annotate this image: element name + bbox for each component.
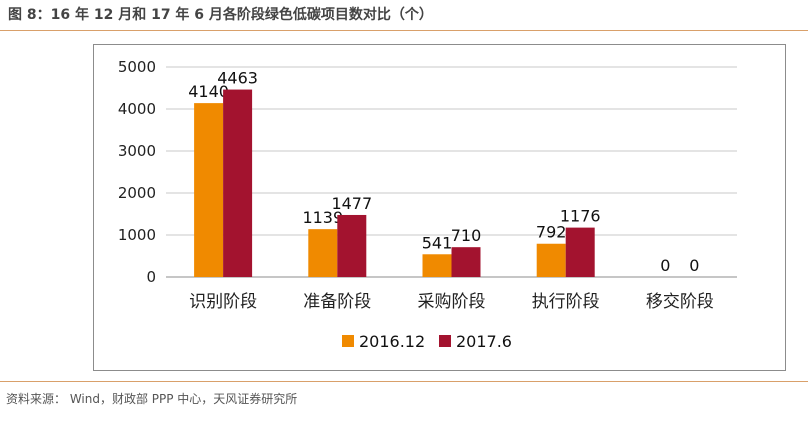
data-label: 0	[660, 256, 670, 275]
x-category-label: 准备阶段	[303, 292, 371, 312]
top-divider	[0, 30, 808, 31]
data-label: 1139	[302, 208, 343, 227]
x-category-label: 执行阶段	[532, 292, 600, 312]
source-note: 资料来源： Wind，财政部 PPP 中心，天风证券研究所	[6, 392, 298, 406]
data-label: 710	[451, 226, 482, 245]
data-label: 1477	[331, 194, 372, 213]
legend-label: 2017.6	[456, 332, 512, 351]
y-tick-label: 5000	[118, 58, 156, 76]
bottom-divider	[0, 381, 808, 382]
x-category-label: 识别阶段	[189, 292, 257, 312]
bar	[451, 247, 481, 277]
bar	[308, 229, 338, 277]
y-tick-label: 0	[146, 268, 156, 286]
bar	[536, 243, 566, 277]
bar	[422, 254, 452, 277]
bar	[194, 103, 224, 277]
legend-label: 2016.12	[359, 332, 425, 351]
y-tick-label: 3000	[118, 142, 156, 160]
bar	[337, 214, 367, 277]
chart-frame: 0 1000 2000 3000 4000 5000 4140 4463 识别阶段 1139 147…	[93, 44, 786, 371]
x-category-label: 采购阶段	[418, 292, 486, 312]
data-label: 4140	[188, 82, 229, 101]
data-label: 0	[689, 256, 699, 275]
y-tick-label: 1000	[118, 226, 156, 244]
bar	[565, 227, 595, 277]
data-label: 541	[422, 233, 453, 252]
data-label: 792	[536, 223, 567, 242]
bar	[223, 89, 253, 277]
legend-swatch	[342, 335, 354, 347]
figure-title: 图 8：16 年 12 月和 17 年 6 月各阶段绿色低碳项目数对比（个）	[8, 7, 433, 23]
x-category-label: 移交阶段	[646, 292, 714, 312]
y-tick-label: 4000	[118, 100, 156, 118]
data-label: 1176	[560, 207, 601, 226]
legend-swatch	[439, 335, 451, 347]
y-tick-label: 2000	[118, 184, 156, 202]
data-label: 4463	[217, 69, 258, 88]
